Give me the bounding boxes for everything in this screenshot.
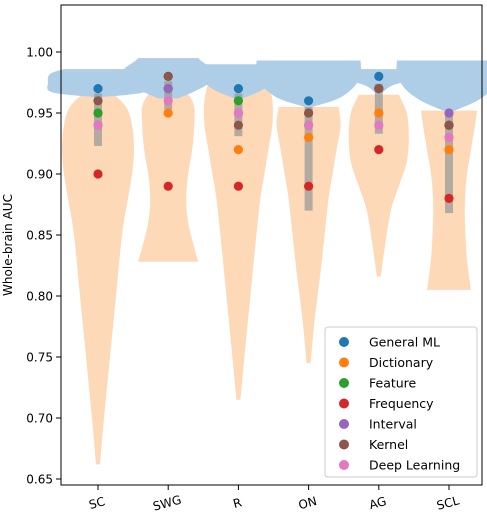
- legend-label: Deep Learning: [369, 458, 460, 473]
- y-tick-label: 0.75: [26, 351, 53, 365]
- box-scl: [445, 110, 453, 214]
- violin-dl-swg: [138, 84, 199, 262]
- x-axis: SC SWG R ON AG SCL: [87, 485, 461, 514]
- point-interval-swg: [163, 84, 173, 94]
- point-kernel-ag: [374, 84, 384, 94]
- point-frequency-on: [304, 181, 314, 191]
- legend-label: Frequency: [369, 396, 434, 411]
- x-tick-label: AG: [368, 494, 388, 512]
- point-dictionary-swg: [163, 108, 173, 118]
- x-tick-label: SWG: [151, 493, 182, 514]
- point-deep-learning-r: [233, 108, 243, 118]
- point-frequency-ag: [374, 145, 384, 155]
- legend-frame: [324, 326, 478, 478]
- point-kernel-r: [233, 120, 243, 130]
- legend-label: General ML: [369, 335, 440, 350]
- point-feature-r: [233, 96, 243, 106]
- point-dictionary-scl: [444, 145, 454, 155]
- point-deep-learning-on: [304, 120, 314, 130]
- box-sc: [94, 93, 102, 146]
- legend-label: Feature: [369, 376, 417, 391]
- y-tick-label: 0.85: [26, 229, 53, 243]
- legend-label: Dictionary: [369, 355, 434, 370]
- violin-dl-on: [276, 106, 341, 364]
- point-frequency-swg: [163, 181, 173, 191]
- point-general-ml-on: [304, 96, 314, 106]
- violin-dl-ag: [348, 94, 409, 277]
- y-tick-label: 0.80: [26, 290, 53, 304]
- point-kernel-sc: [93, 96, 103, 106]
- point-kernel-on: [304, 108, 314, 118]
- legend-marker: [339, 378, 349, 388]
- point-deep-learning-sc: [93, 120, 103, 130]
- y-axis: 0.65 0.70 0.75 0.80 0.85 0.90 0.95 1.00: [26, 46, 61, 487]
- legend-marker: [339, 398, 349, 409]
- box-on: [304, 106, 313, 211]
- point-dictionary-ag: [374, 108, 384, 118]
- x-tick-label: R: [232, 495, 244, 511]
- legend-label: Interval: [369, 417, 417, 432]
- legend-label: Kernel: [369, 437, 408, 452]
- x-tick-label: SCL: [435, 493, 461, 512]
- legend-marker: [339, 357, 349, 368]
- y-tick-label: 0.90: [26, 168, 53, 182]
- point-frequency-r: [233, 181, 243, 191]
- legend-marker: [339, 419, 349, 429]
- point-general-ml-r: [233, 84, 243, 94]
- legend: General ML Dictionary Feature Frequency Inte…: [324, 326, 478, 478]
- point-kernel-swg: [163, 71, 173, 81]
- point-deep-learning-scl: [444, 132, 454, 142]
- point-interval-scl: [444, 108, 454, 118]
- violin-dl-sc: [62, 91, 134, 465]
- y-tick-label: 0.70: [26, 412, 53, 426]
- point-frequency-scl: [444, 193, 454, 203]
- point-general-ml-ag: [374, 71, 384, 81]
- box-swg: [164, 81, 173, 110]
- point-deep-learning-ag: [374, 120, 384, 130]
- y-tick-label: 1.00: [26, 46, 53, 60]
- point-dictionary-on: [304, 132, 314, 142]
- point-general-ml-sc: [93, 84, 103, 94]
- legend-marker: [339, 337, 349, 347]
- x-tick-label: ON: [297, 494, 318, 512]
- plot-frame: [60, 4, 483, 486]
- point-deep-learning-swg: [163, 96, 173, 106]
- violin-ml-scl: [396, 60, 487, 111]
- x-tick-label: SC: [87, 494, 106, 512]
- y-axis-title: Whole-brain AUC: [1, 194, 15, 296]
- violin-ml-on: [256, 60, 362, 107]
- legend-marker: [339, 460, 349, 470]
- y-tick-label: 0.65: [26, 473, 53, 487]
- point-dictionary-r: [233, 145, 243, 155]
- legend-marker: [339, 439, 349, 450]
- violin-dl-r: [203, 82, 273, 400]
- points-layer: [93, 71, 454, 203]
- point-feature-sc: [93, 108, 103, 118]
- point-kernel-scl: [444, 120, 454, 130]
- point-frequency-sc: [93, 169, 103, 179]
- y-tick-label: 0.95: [26, 107, 53, 121]
